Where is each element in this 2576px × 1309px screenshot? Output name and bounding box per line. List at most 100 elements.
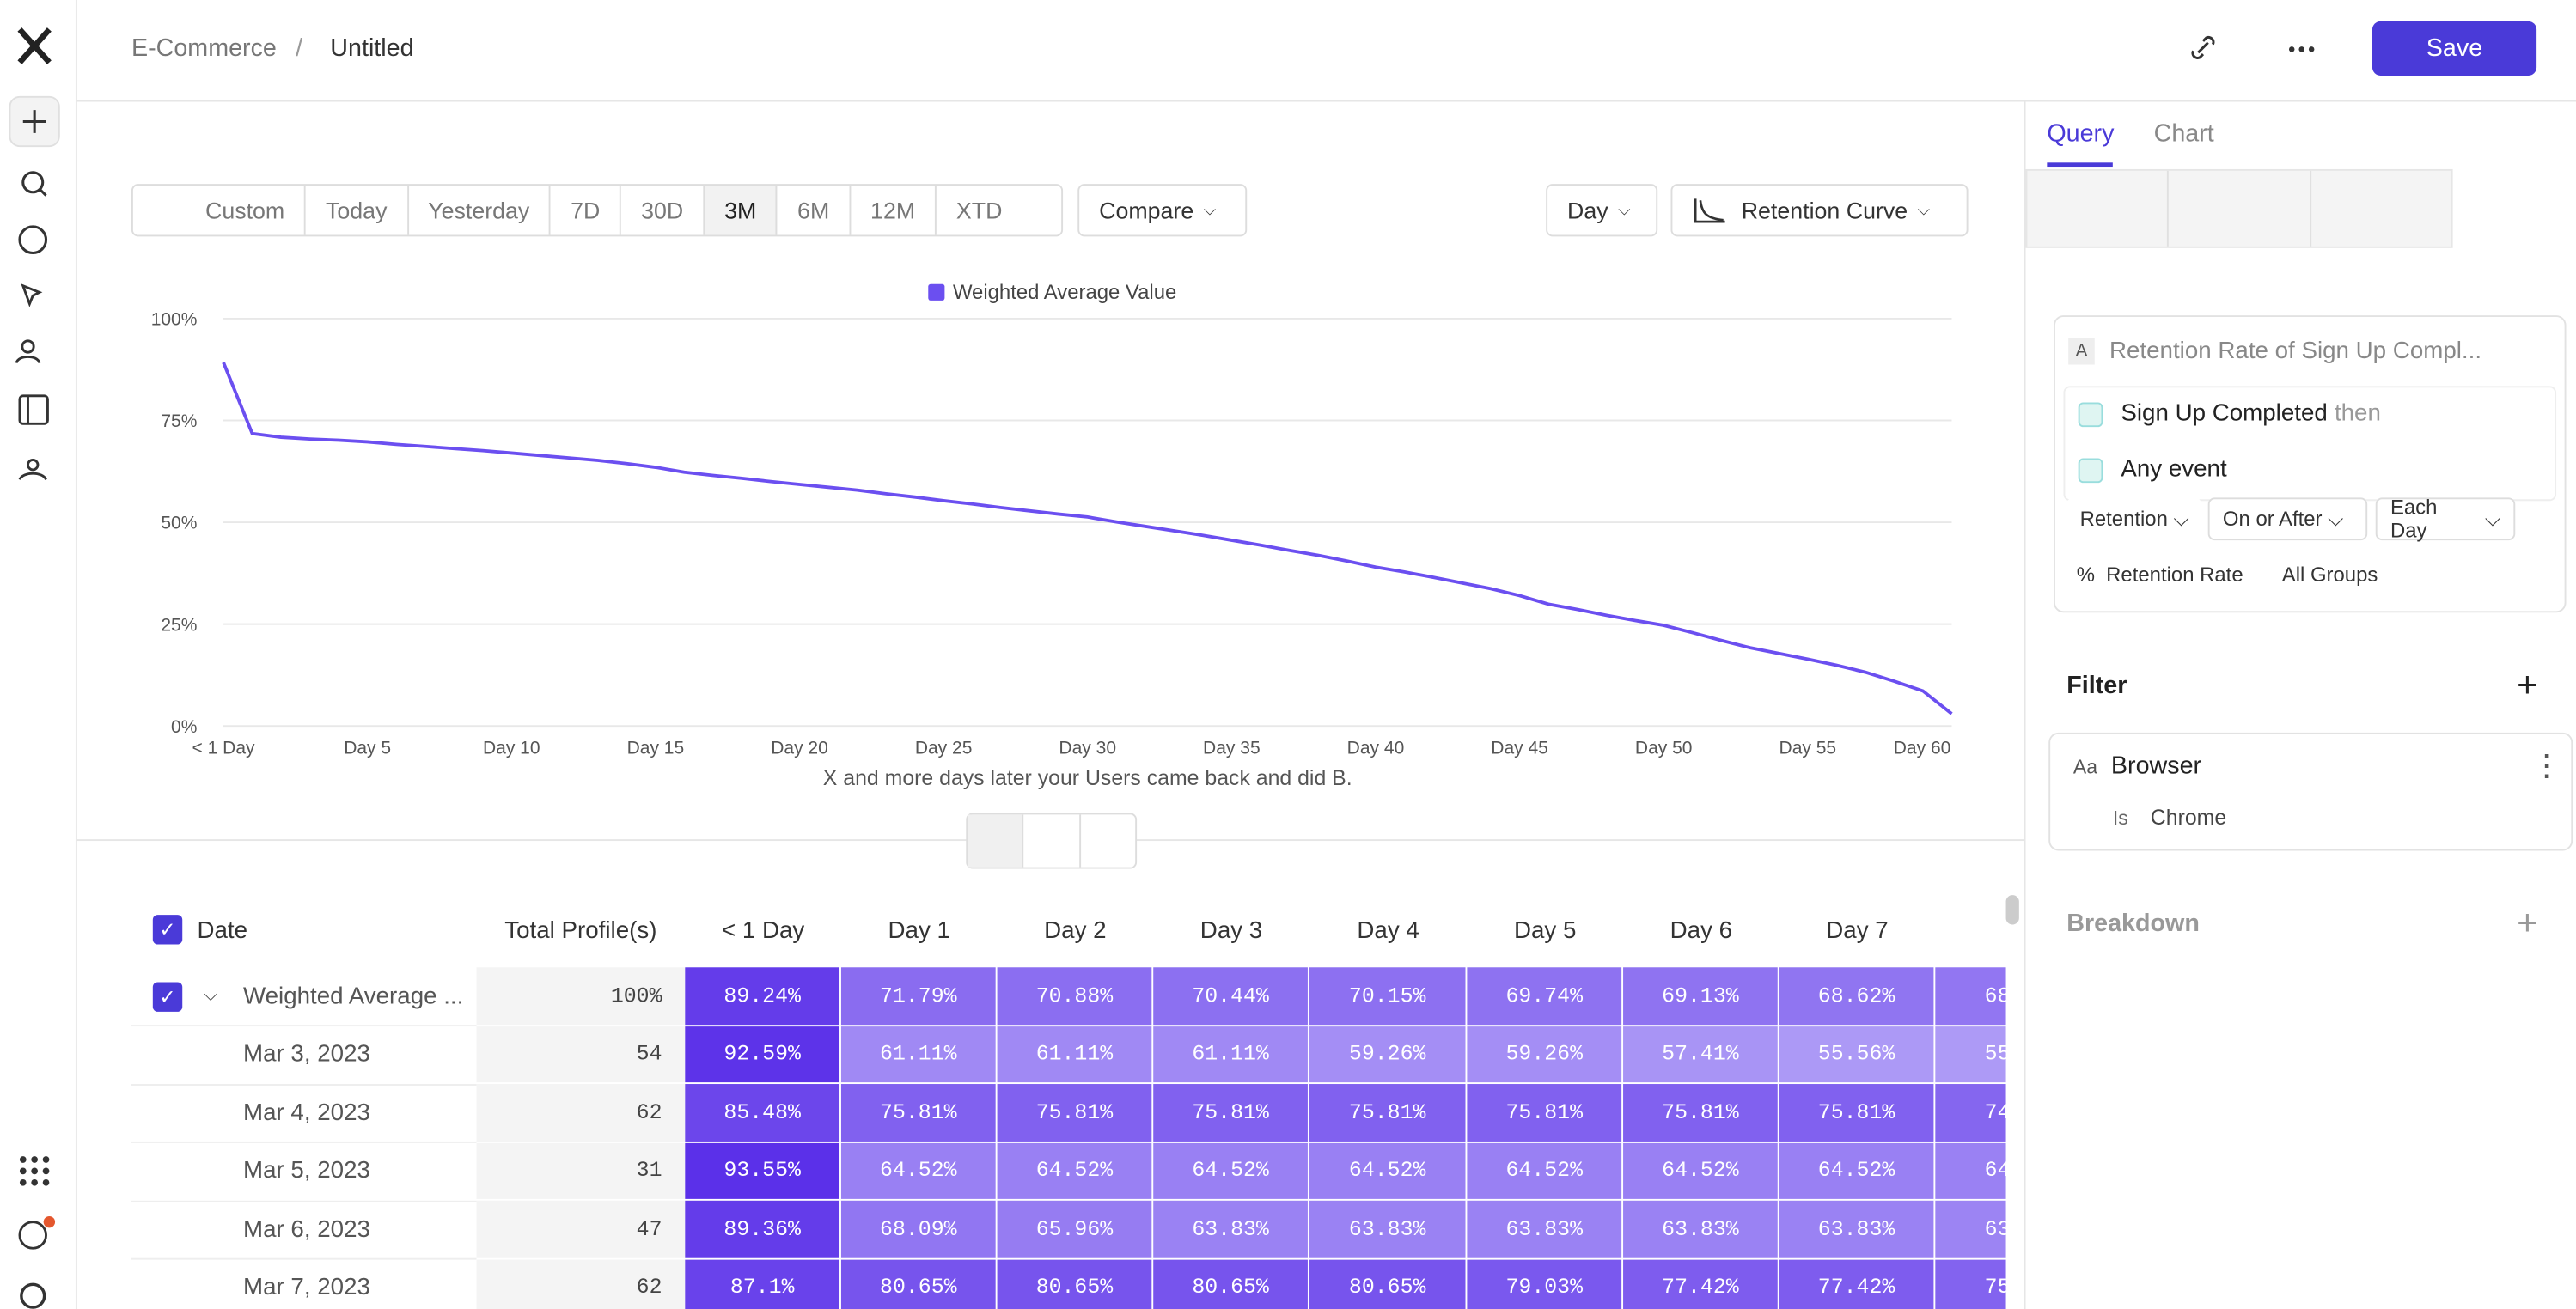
report-type-tabs	[2025, 168, 2453, 248]
column-header[interactable]: < 1 Day	[721, 917, 805, 945]
each-day-dropdown[interactable]: Each Day ⌵	[2375, 496, 2516, 543]
range-option[interactable]: 7D	[551, 186, 622, 235]
row-checkbox[interactable]: ✓	[152, 982, 183, 1012]
chart-type-dropdown[interactable]: Retention Curve ⌵	[1670, 184, 1969, 237]
interval-dropdown[interactable]: Day ⌵	[1546, 184, 1658, 237]
retention-cell: 89.36%	[685, 1200, 840, 1257]
range-option[interactable]: 30D	[621, 186, 705, 235]
retention-cell: 70.44%	[1153, 967, 1308, 1025]
retention-cell: 68	[1935, 967, 2006, 1025]
x-tick-label: Day 5	[344, 739, 391, 758]
click-icon[interactable]	[21, 283, 43, 307]
x-tick-label: Day 25	[915, 739, 973, 758]
x-tick-label: Day 50	[1635, 739, 1693, 758]
filter-title: Filter	[2066, 672, 2127, 700]
column-header[interactable]: Date	[197, 917, 248, 945]
column-header[interactable]: Day 1	[888, 917, 950, 945]
retention-cell: 75.81%	[1309, 1084, 1466, 1142]
range-option[interactable]: XTD	[955, 197, 1003, 224]
column-header[interactable]: Day 7	[1826, 917, 1889, 945]
explore-icon[interactable]	[18, 225, 48, 255]
retention-cell: 65.96%	[997, 1200, 1152, 1257]
breakdown-title: Breakdown	[2066, 910, 2200, 938]
expand-toggle[interactable]: ⌵	[204, 985, 218, 1006]
insights-tab[interactable]	[2027, 170, 2170, 247]
users-icon[interactable]	[21, 339, 35, 354]
retention-cell: 74	[1935, 1084, 2006, 1142]
select-all-checkbox[interactable]: ✓	[152, 915, 183, 945]
retention-cell: 75.81%	[997, 1084, 1152, 1142]
scrollbar[interactable]	[2005, 895, 2019, 925]
total-cell: 62	[476, 1258, 686, 1309]
retention-cell: 75.81%	[1467, 1084, 1622, 1142]
column-header[interactable]: Total Profile(s)	[504, 917, 657, 945]
save-button[interactable]: Save	[2372, 21, 2537, 76]
range-option[interactable]: 6M	[778, 186, 852, 235]
total-cell: 100%	[476, 967, 686, 1026]
chart-type-label: Retention Curve	[1741, 197, 1908, 224]
tab-chart[interactable]: Chart	[2153, 119, 2214, 149]
retention-cell: 63.83%	[1623, 1200, 1778, 1257]
apps-icon[interactable]	[19, 1156, 50, 1186]
on-or-after-dropdown[interactable]: On or After ⌵	[2207, 497, 2368, 541]
retention-cell: 59.26%	[1309, 1026, 1466, 1083]
range-option[interactable]: Custom	[133, 186, 307, 235]
filter-property[interactable]: Browser	[2110, 752, 2202, 781]
compare-dropdown[interactable]: Compare ⌵	[1077, 184, 1248, 237]
column-header[interactable]: Day 5	[1513, 917, 1577, 945]
column-header[interactable]: Day 4	[1357, 917, 1419, 945]
retention-cell: 93.55%	[685, 1142, 840, 1199]
retention-cell: 79.03%	[1467, 1258, 1622, 1309]
range-option[interactable]: 3M	[705, 186, 778, 235]
link-icon[interactable]	[2191, 35, 2215, 59]
filter-value[interactable]: Chrome	[2150, 804, 2227, 830]
groups-dropdown[interactable]: All Groups	[2281, 563, 2378, 587]
add-breakdown[interactable]: +	[2517, 901, 2538, 943]
range-option[interactable]: Yesterday	[408, 186, 552, 235]
retention-cell: 61.11%	[1153, 1026, 1308, 1083]
column-header[interactable]: Day 6	[1670, 917, 1733, 945]
range-option[interactable]: 12M	[851, 186, 937, 235]
y-tick-label: 100%	[151, 310, 198, 330]
report-title[interactable]: Untitled	[330, 34, 414, 63]
metric-name[interactable]: Retention Rate of Sign Up Compl...	[2109, 338, 2482, 365]
retention-cell: 63.83%	[1467, 1200, 1622, 1257]
x-tick-label: Day 45	[1491, 739, 1548, 758]
layout-chart[interactable]	[1024, 814, 1081, 868]
retention-cell: 77.42%	[1779, 1258, 1934, 1309]
total-cell: 62	[476, 1084, 686, 1142]
logo	[17, 27, 52, 64]
measure-dropdown[interactable]: Retention Rate	[2106, 563, 2243, 587]
column-header[interactable]: Day 3	[1199, 917, 1263, 945]
column-header[interactable]: Day 2	[1044, 917, 1107, 945]
retention-cell: 69.74%	[1467, 967, 1622, 1025]
retention-cell: 64.52%	[840, 1142, 996, 1199]
cohorts-icon[interactable]	[27, 458, 40, 472]
add-filter[interactable]: +	[2517, 663, 2538, 705]
layout-split[interactable]	[968, 814, 1024, 868]
x-tick-label: Day 10	[483, 739, 540, 758]
option-label: Each Day	[2390, 496, 2438, 543]
event-then: then	[2334, 400, 2381, 428]
x-tick-label: < 1 Day	[192, 739, 255, 758]
more-icon[interactable]	[2288, 46, 2315, 52]
boards-icon[interactable]	[18, 394, 49, 425]
flows-tab[interactable]	[2311, 171, 2451, 247]
retention-dropdown[interactable]: Retention ⌵	[2066, 497, 2202, 541]
search-icon[interactable]	[21, 171, 45, 194]
retention-cell: 63	[1935, 1200, 2006, 1257]
event-second[interactable]: Any event	[2121, 456, 2227, 484]
help-icon[interactable]	[18, 1221, 47, 1250]
retention-cell: 64.52%	[1309, 1142, 1466, 1199]
range-option[interactable]: Today	[306, 186, 409, 235]
legend-label: Weighted Average Value	[953, 281, 1176, 304]
funnels-tab[interactable]	[2169, 170, 2311, 247]
retention-cell: 70.15%	[1309, 967, 1466, 1025]
breadcrumb-link[interactable]: E-Commerce	[131, 34, 277, 63]
settings-icon[interactable]	[20, 1282, 46, 1309]
tab-query[interactable]: Query	[2047, 119, 2115, 149]
event-first[interactable]: Sign Up Completed	[2121, 400, 2328, 428]
filter-menu[interactable]: ⋮	[2531, 748, 2561, 782]
layout-table[interactable]	[1080, 814, 1135, 867]
